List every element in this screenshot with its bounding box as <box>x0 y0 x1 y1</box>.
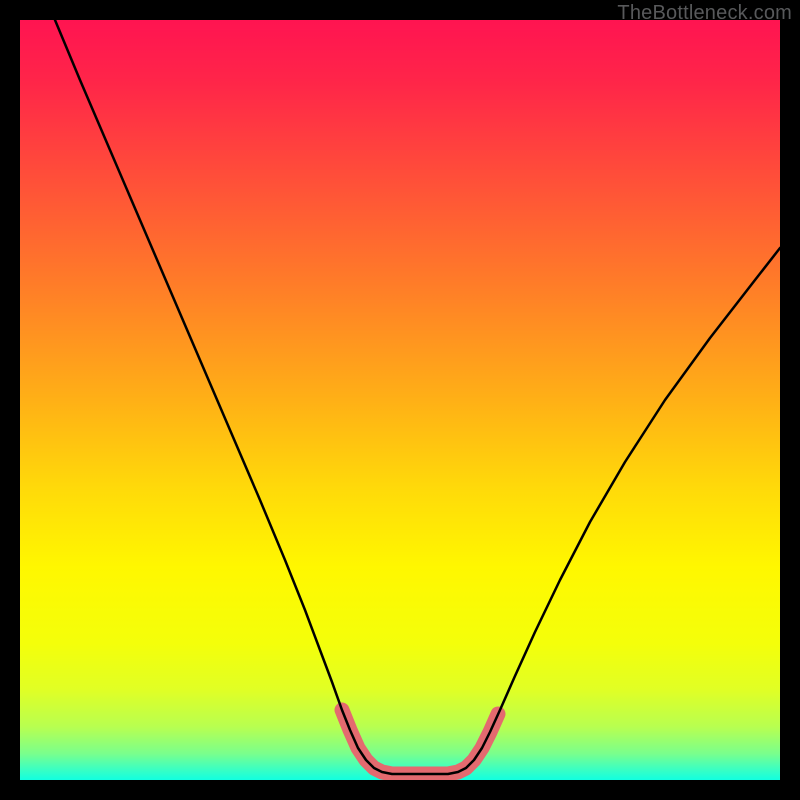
bottleneck-chart <box>20 20 780 780</box>
chart-frame: TheBottleneck.com <box>0 0 800 800</box>
